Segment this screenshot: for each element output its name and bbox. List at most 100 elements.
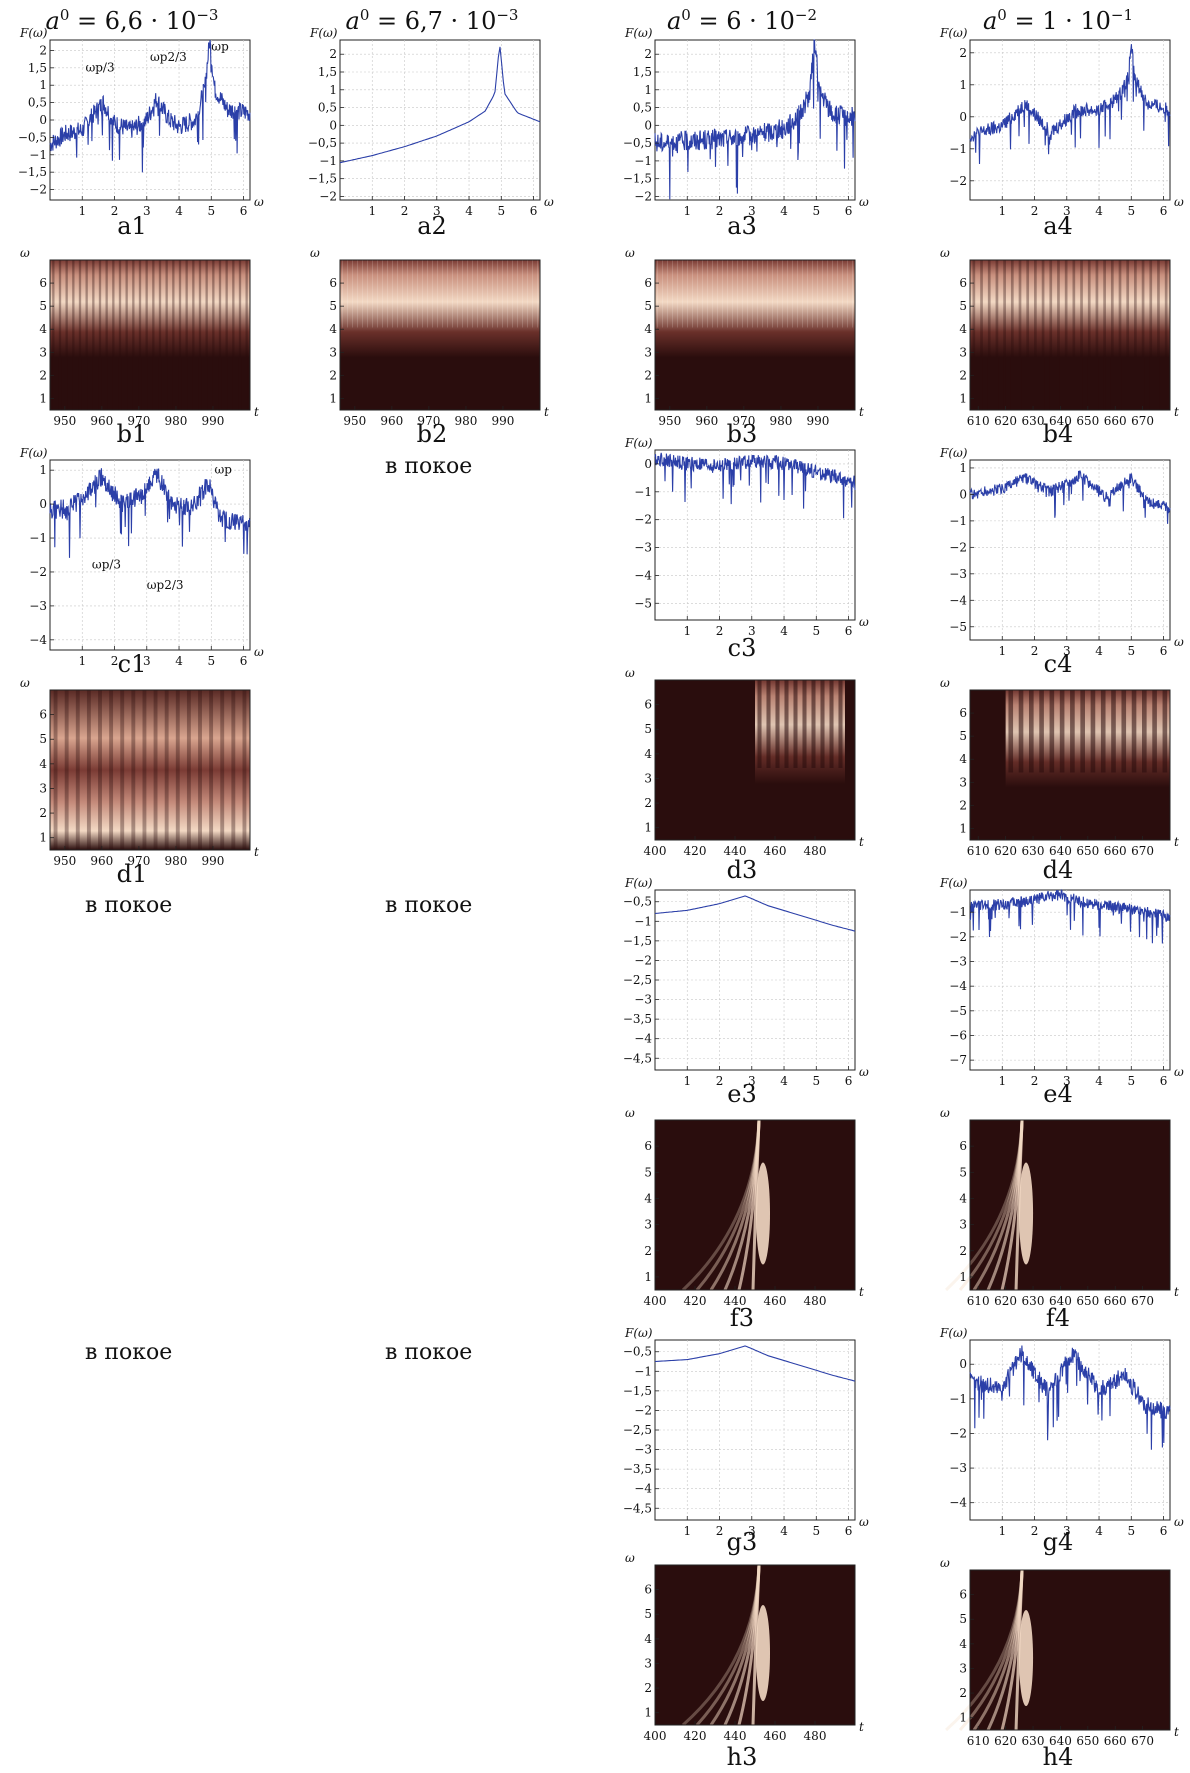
y-tick-label: 1 — [644, 1706, 652, 1720]
y-tick-label: 1,5 — [318, 65, 337, 79]
plot-area: 610 620 630 640 650 660 670 6 5 4 3 2 1 ω t — [940, 246, 1179, 428]
x-tick-label: 420 — [684, 1729, 707, 1743]
x-tick-label: 4 — [780, 1074, 788, 1088]
heatmap-field — [50, 260, 250, 410]
y-tick-label: 6 — [644, 276, 652, 290]
series-line — [969, 470, 1171, 524]
plot-frame — [969, 1339, 1171, 1521]
x-tick-label: 990 — [807, 414, 830, 428]
x-tick-label: 3 — [1063, 644, 1071, 658]
annotation-label: ωp2/3 — [150, 50, 187, 64]
y-tick-label: −0,5 — [18, 130, 47, 144]
caption-c1: c1 — [117, 650, 147, 678]
chart-f3: 400 420 440 460 480 6 5 4 3 2 1 ω t — [625, 1106, 864, 1308]
x-tick-label: 650 — [1076, 844, 1099, 858]
y-tick-label: 1 — [959, 1270, 967, 1284]
plot-frame — [969, 1569, 1171, 1731]
caption-d3: d3 — [726, 856, 758, 884]
x-tick-label: 2 — [111, 654, 119, 668]
x-tick-label: 640 — [1049, 844, 1072, 858]
chart-f4: 610 620 630 640 650 660 670 6 5 4 3 2 1 ω t — [940, 1106, 1179, 1308]
plot-area: 1 2 3 4 5 6 −0,5 −1 −1,5 −2 −2,5 −3 −3,5 −4 −4,5 F(ω) ω — [623, 876, 869, 1088]
y-tick-label: −7 — [949, 1053, 967, 1067]
annotation-label: ωp/3 — [85, 60, 114, 74]
y-axis-label: ω — [940, 1556, 950, 1570]
header-col-3: a0 = 6 · 10−2 — [666, 6, 818, 35]
x-tick-label: 650 — [1076, 414, 1099, 428]
x-tick-label: 1 — [78, 654, 86, 668]
plot-area: 1 2 3 4 5 6 0 −1 −2 −3 −4 −5 F(ω) ω — [624, 436, 869, 638]
y-tick-label: 3 — [644, 1656, 652, 1670]
x-tick-label: 440 — [724, 1294, 747, 1308]
y-axis-label: ω — [625, 666, 635, 680]
x-tick-label: 980 — [164, 414, 187, 428]
y-axis-label: ω — [625, 1551, 635, 1565]
caption-h4: h4 — [1042, 1743, 1074, 1771]
y-tick-label: −3,5 — [623, 1012, 652, 1026]
x-tick-label: 6 — [845, 1524, 853, 1538]
x-tick-label: 6 — [845, 204, 853, 218]
heatmap-spike — [1019, 1162, 1034, 1265]
annotation-label: ωp/3 — [92, 558, 121, 572]
x-tick-label: 670 — [1131, 844, 1154, 858]
x-tick-label: 630 — [1022, 1294, 1045, 1308]
annotation-label: ωp — [211, 39, 229, 53]
plot-frame — [339, 39, 541, 201]
x-axis-label: t — [859, 1720, 864, 1734]
heatmap-arc — [972, 1569, 1024, 1731]
x-axis-label: ω — [859, 1515, 869, 1529]
y-tick-label: −4 — [949, 979, 967, 993]
y-tick-label: 2 — [959, 368, 967, 382]
chart-c3: 1 2 3 4 5 6 0 −1 −2 −3 −4 −5 F(ω) ω — [624, 436, 869, 638]
y-tick-label: 6 — [329, 276, 337, 290]
x-tick-label: 5 — [1127, 204, 1135, 218]
x-tick-label: 990 — [492, 414, 515, 428]
y-tick-label: 6 — [959, 1588, 967, 1602]
chart-d3: 400 420 440 460 480 6 5 4 3 2 1 ω t — [625, 666, 864, 858]
series-line — [654, 39, 856, 200]
x-tick-label: 3 — [143, 654, 151, 668]
series-line — [654, 452, 856, 519]
y-axis-label: F(ω) — [624, 436, 653, 450]
caption-d4: d4 — [1042, 856, 1074, 884]
x-tick-label: 480 — [804, 1729, 827, 1743]
plot-frame — [49, 689, 251, 851]
heatmap-field — [50, 690, 250, 850]
x-tick-label: 2 — [716, 1524, 724, 1538]
y-tick-label: 4 — [329, 322, 337, 336]
x-tick-label: 960 — [695, 414, 718, 428]
y-tick-label: −4 — [634, 1032, 652, 1046]
x-axis-label: t — [859, 1285, 864, 1299]
rest-label-g2: в покое — [385, 1340, 473, 1365]
x-axis-label: ω — [544, 195, 554, 209]
x-axis-label: t — [1174, 1725, 1179, 1739]
y-tick-label: 2 — [644, 796, 652, 810]
x-tick-label: 3 — [1063, 1524, 1071, 1538]
x-tick-label: 480 — [804, 1294, 827, 1308]
chart-h4: 610 620 630 640 650 660 670 6 5 4 3 2 1 ω t — [940, 1556, 1179, 1748]
x-tick-label: 980 — [769, 414, 792, 428]
x-tick-label: 650 — [1076, 1734, 1099, 1748]
y-tick-label: −4 — [634, 1482, 652, 1496]
y-tick-label: −1,5 — [308, 172, 337, 186]
x-tick-label: 970 — [127, 414, 150, 428]
x-axis-label: ω — [254, 195, 264, 209]
y-tick-label: 3 — [959, 1218, 967, 1232]
series-line — [49, 468, 251, 558]
y-tick-label: 4 — [39, 757, 47, 771]
chart-d4: 610 620 630 640 650 660 670 6 5 4 3 2 1 ω t — [940, 676, 1179, 858]
x-tick-label: 4 — [465, 204, 473, 218]
plot-area: 1 2 3 4 5 6 2 1,5 1 0,5 0 −0,5 −1 −1,5 −2 F(ω) ω — [623, 26, 869, 218]
heatmap-arc — [945, 1569, 1024, 1732]
x-axis-label: ω — [254, 645, 264, 659]
x-tick-label: 5 — [1127, 644, 1135, 658]
y-tick-label: −2 — [29, 565, 47, 579]
y-tick-label: 2 — [329, 368, 337, 382]
x-axis-label: t — [254, 405, 259, 419]
x-tick-label: 3 — [748, 1524, 756, 1538]
x-tick-label: 2 — [1031, 1074, 1039, 1088]
y-tick-label: −3 — [949, 955, 967, 969]
x-tick-label: 4 — [1095, 204, 1103, 218]
plot-area: 950 960 970 980 990 6 5 4 3 2 1 ω t — [20, 676, 259, 868]
x-axis-label: t — [254, 845, 259, 859]
